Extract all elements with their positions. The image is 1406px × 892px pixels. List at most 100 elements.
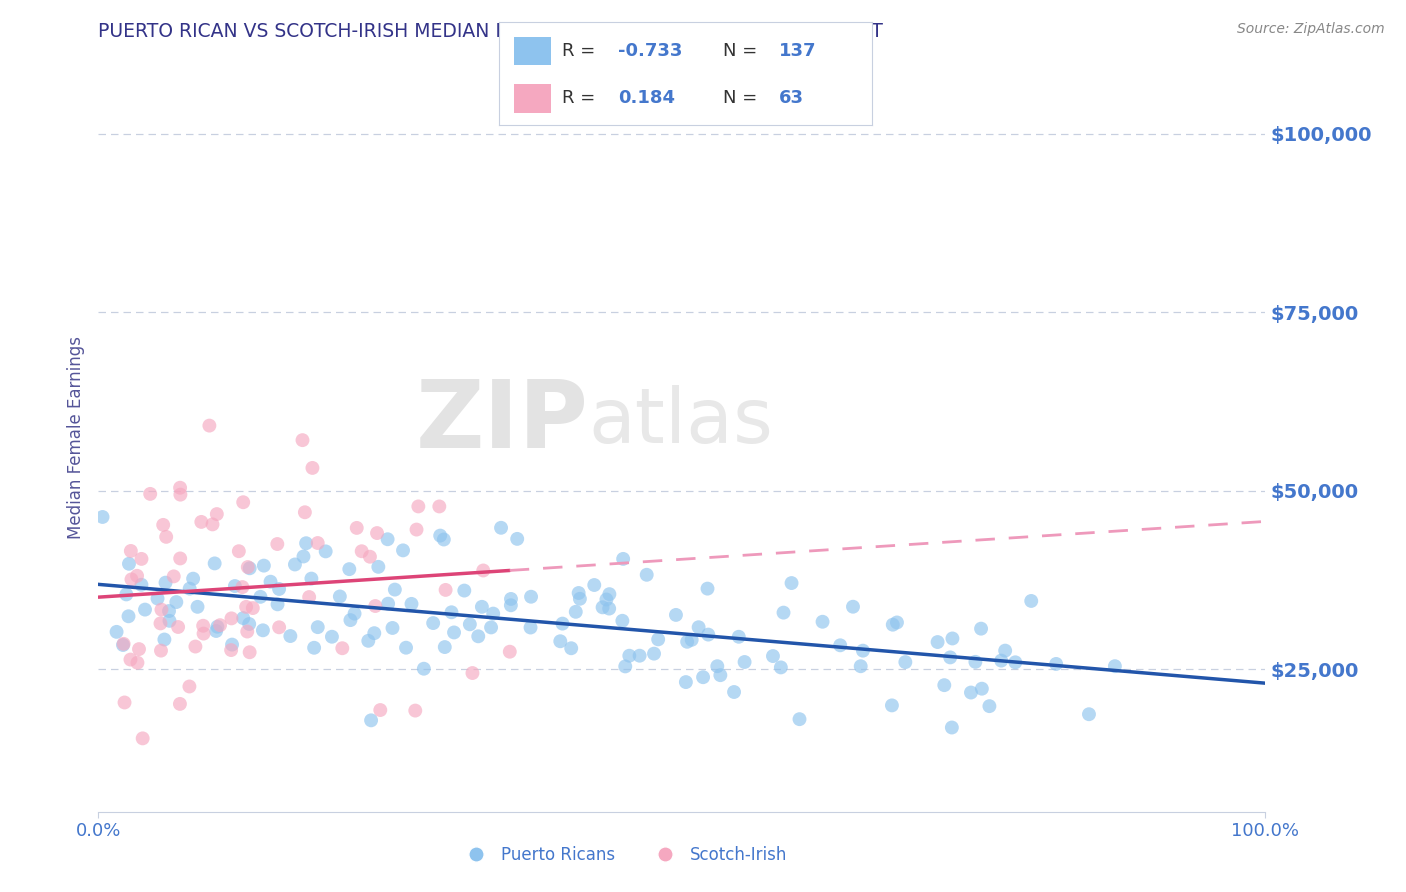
Point — [139, 487, 162, 501]
Point — [209, 618, 232, 632]
Point — [842, 599, 865, 614]
Point — [149, 643, 172, 657]
Point — [628, 648, 651, 663]
Point — [619, 648, 641, 663]
Text: R =: R = — [562, 42, 602, 60]
Point — [131, 731, 153, 746]
Point — [232, 611, 254, 625]
Point — [395, 640, 418, 655]
Point — [266, 537, 288, 551]
Point — [551, 616, 574, 631]
Text: N =: N = — [723, 42, 762, 60]
Point — [368, 703, 391, 717]
Point — [636, 567, 658, 582]
Point — [169, 488, 191, 502]
Point — [994, 643, 1017, 657]
Point — [404, 704, 426, 718]
Point — [852, 643, 875, 657]
Point — [228, 544, 250, 558]
Point — [453, 583, 475, 598]
Point — [280, 629, 302, 643]
Point — [127, 656, 149, 670]
Legend: Puerto Ricans, Scotch-Irish: Puerto Ricans, Scotch-Irish — [453, 839, 794, 871]
Point — [169, 481, 191, 495]
Point — [681, 632, 703, 647]
Point — [927, 635, 949, 649]
Point — [193, 626, 215, 640]
Point — [592, 600, 614, 615]
Point — [146, 591, 169, 606]
Point — [205, 507, 228, 521]
Point — [1004, 655, 1026, 669]
Point — [239, 645, 262, 659]
Point — [179, 582, 201, 596]
Point — [112, 637, 135, 651]
Point — [155, 530, 177, 544]
Point — [339, 613, 361, 627]
Point — [235, 599, 257, 614]
Point — [769, 660, 792, 674]
Point — [337, 562, 360, 576]
Point — [239, 561, 262, 575]
Point — [598, 587, 620, 601]
Point — [259, 574, 281, 589]
Point — [204, 557, 226, 571]
Point — [772, 606, 794, 620]
Point — [723, 685, 745, 699]
Point — [366, 526, 388, 541]
Point — [709, 668, 731, 682]
Point — [302, 640, 325, 655]
Point — [221, 638, 243, 652]
Point — [364, 599, 387, 613]
Point — [184, 640, 207, 654]
Point — [401, 597, 423, 611]
Point — [979, 699, 1001, 714]
Point — [965, 655, 987, 669]
Point — [1104, 659, 1126, 673]
Point — [830, 638, 852, 652]
Point — [519, 620, 541, 634]
Point — [181, 572, 204, 586]
Point — [315, 544, 337, 558]
Point — [159, 614, 181, 628]
Point — [520, 590, 543, 604]
Point — [128, 642, 150, 657]
Point — [692, 670, 714, 684]
Point — [1078, 707, 1101, 722]
Point — [886, 615, 908, 630]
Point — [359, 549, 381, 564]
Point — [405, 523, 427, 537]
Point — [434, 582, 457, 597]
Point — [236, 560, 259, 574]
Point — [688, 620, 710, 634]
Point — [120, 573, 142, 587]
Point — [253, 558, 276, 573]
Text: Source: ZipAtlas.com: Source: ZipAtlas.com — [1237, 22, 1385, 37]
Point — [134, 602, 156, 616]
Point — [727, 630, 749, 644]
Point — [882, 617, 904, 632]
Point — [131, 552, 153, 566]
Point — [665, 607, 688, 622]
Point — [422, 616, 444, 631]
Point — [392, 543, 415, 558]
Point — [433, 640, 456, 654]
Point — [186, 599, 208, 614]
Point — [236, 624, 259, 639]
Point — [367, 559, 389, 574]
Point — [155, 575, 177, 590]
Text: R =: R = — [562, 89, 602, 107]
Point — [118, 557, 141, 571]
Point — [114, 696, 136, 710]
Point — [960, 685, 983, 699]
Point — [169, 551, 191, 566]
Point — [461, 666, 484, 681]
Point — [269, 620, 291, 634]
Point — [115, 587, 138, 601]
Point — [152, 517, 174, 532]
Point — [433, 533, 456, 547]
Point — [201, 517, 224, 532]
Point — [232, 495, 254, 509]
Point — [583, 578, 606, 592]
Point — [242, 601, 264, 615]
